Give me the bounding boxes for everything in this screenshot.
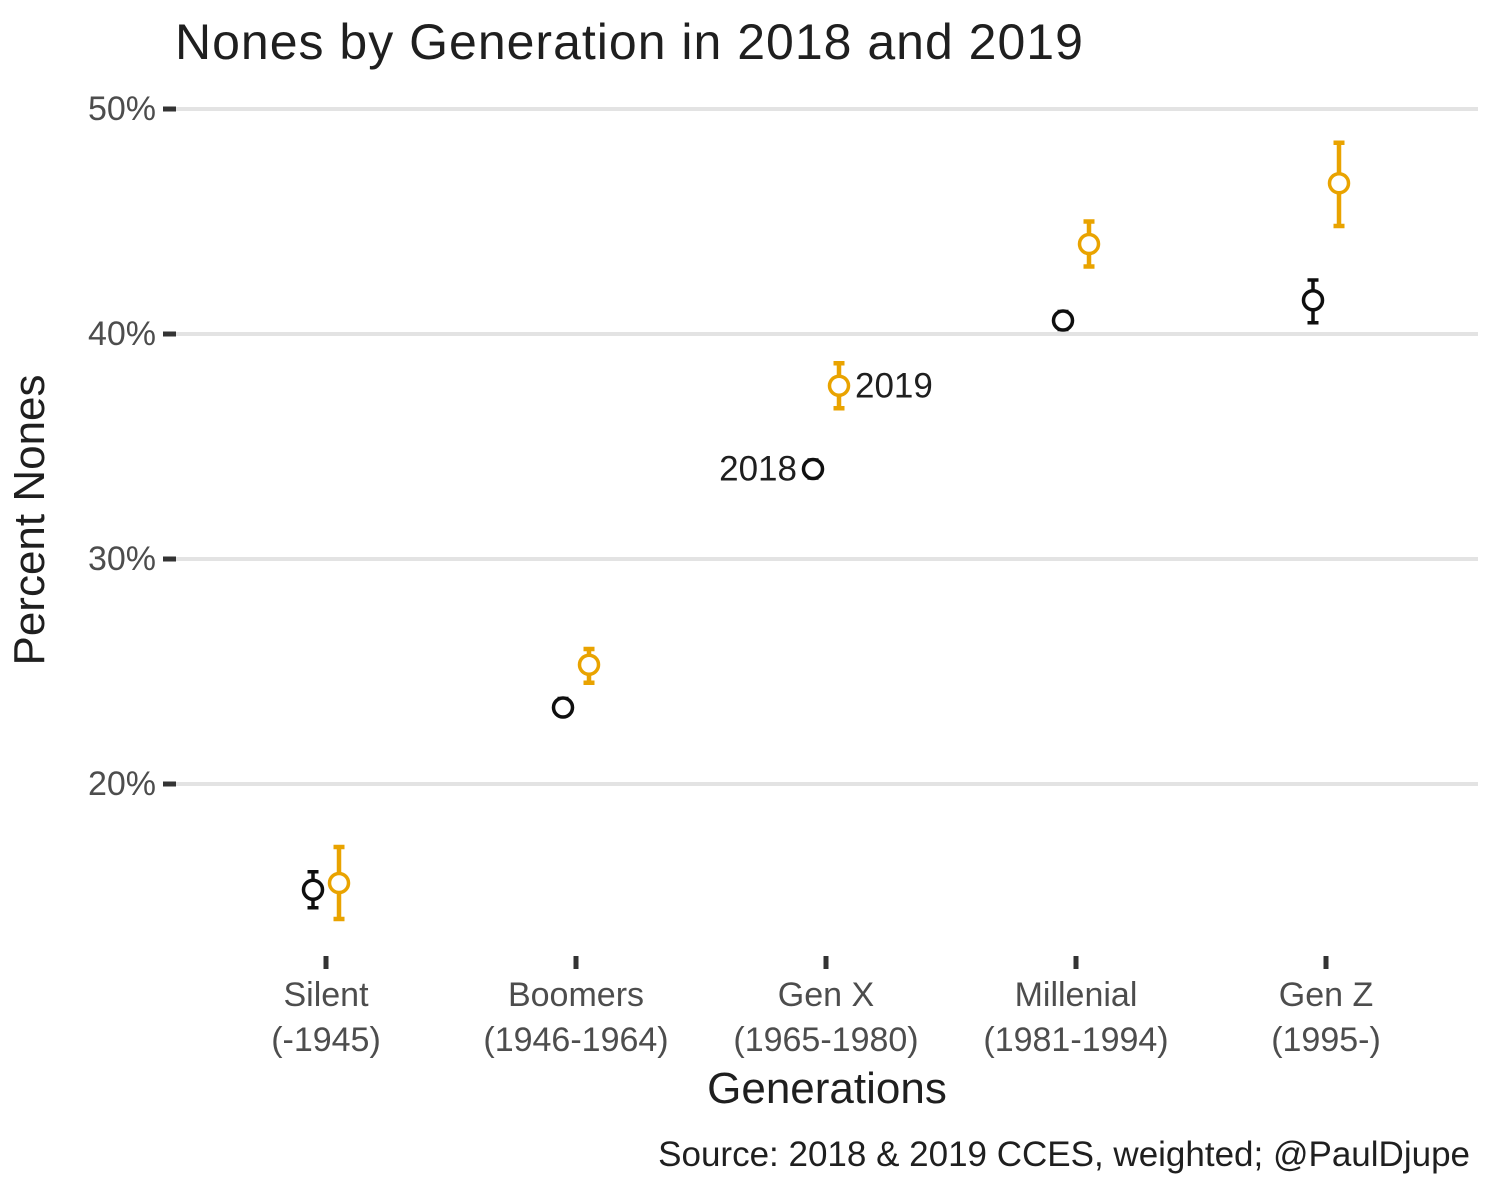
point-2018-gen-x (801, 457, 825, 481)
point-2019-gen-x (827, 374, 851, 397)
point-2018-gen-z (1301, 289, 1325, 312)
x-tick-label-4: Gen Z (1279, 976, 1373, 1014)
x-tick-sublabel-4: (1995-) (1271, 1021, 1381, 1059)
point-2018-millenial (1051, 309, 1075, 332)
source-caption: Source: 2018 & 2019 CCES, weighted; @Pau… (658, 1135, 1470, 1174)
chart-title: Nones by Generation in 2018 and 2019 (175, 14, 1084, 70)
y-tick-label-20: 20% (88, 765, 156, 803)
point-2019-gen-z (1327, 172, 1351, 195)
point-2018-silent (301, 878, 325, 901)
x-tick-sublabel-2: (1965-1980) (733, 1021, 918, 1059)
x-tick-label-0: Silent (283, 976, 369, 1014)
y-axis-title: Percent Nones (5, 374, 54, 665)
x-axis-title: Generations (707, 1064, 947, 1113)
x-tick-sublabel-0: (-1945) (271, 1021, 381, 1059)
series-label-2018: 2018 (719, 450, 797, 489)
y-tick-label-40: 40% (88, 315, 156, 353)
x-tick-label-2: Gen X (778, 976, 874, 1014)
x-tick-label-1: Boomers (508, 976, 644, 1014)
y-tick-label-30: 30% (88, 540, 156, 578)
annotations-layer: 2018 2019 (719, 366, 933, 488)
x-tick-sublabel-1: (1946-1964) (483, 1021, 668, 1059)
y-tick-label-50: 50% (88, 90, 156, 128)
point-2019-millenial (1077, 232, 1101, 256)
data-points-layer (301, 140, 1351, 922)
series-label-2019: 2019 (855, 366, 933, 405)
gridlines-layer (176, 107, 1478, 786)
axes-layer: 50% 40% 30% 20% Silent (-1945) Boomers (1946-19… (88, 90, 1381, 1059)
point-2019-silent (327, 871, 351, 895)
x-tick-sublabel-3: (1981-1994) (983, 1021, 1168, 1059)
point-2019-boomers (577, 653, 601, 676)
point-2018-boomers (551, 696, 575, 719)
x-tick-label-3: Millenial (1015, 976, 1138, 1014)
